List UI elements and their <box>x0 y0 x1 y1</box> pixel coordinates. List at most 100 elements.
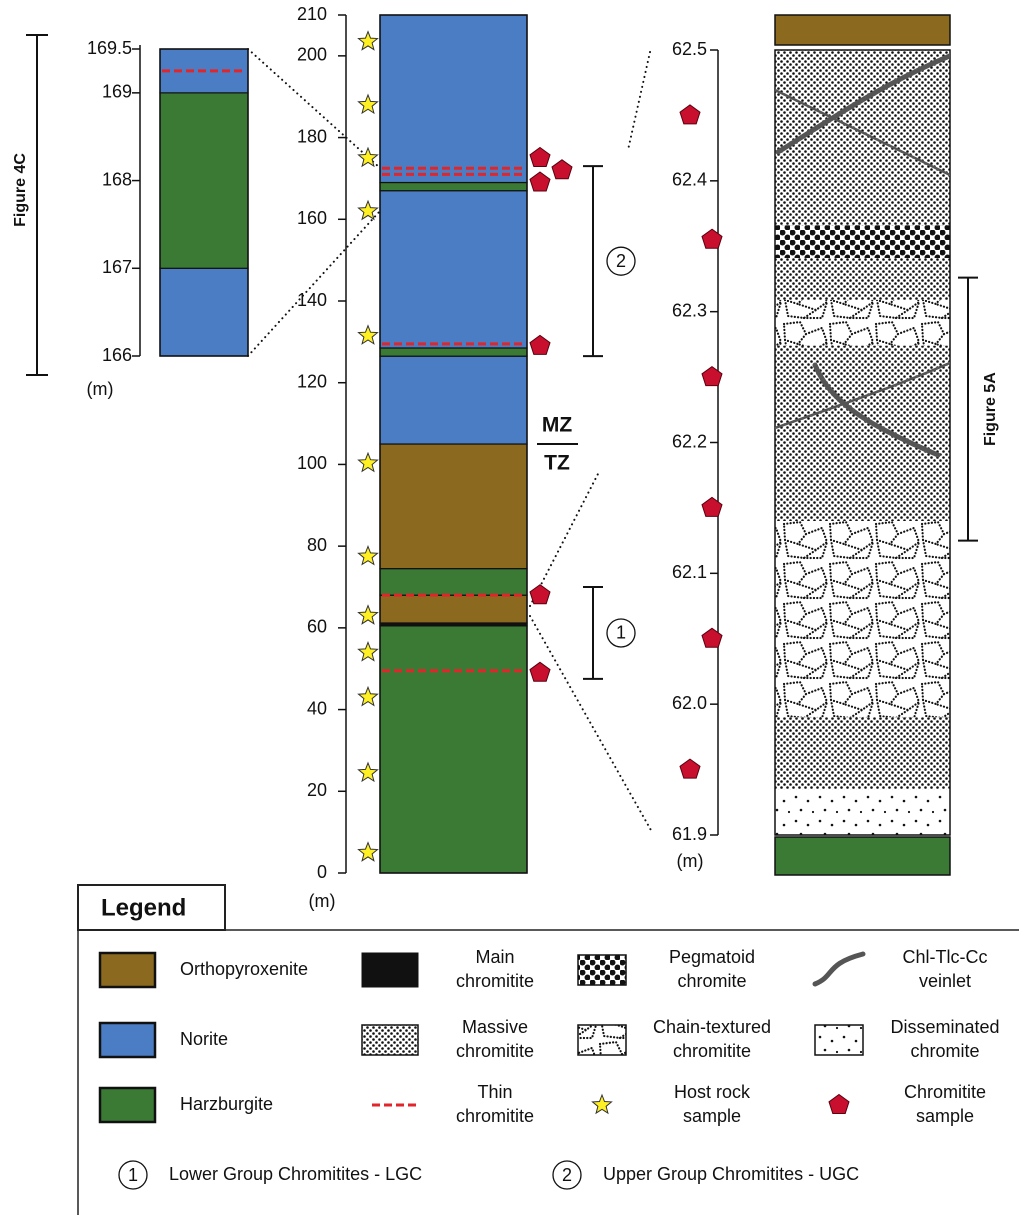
legend-swatch <box>362 953 418 987</box>
y-tick-label: 120 <box>297 371 327 391</box>
layer <box>380 15 527 183</box>
legend-group-number: 2 <box>562 1165 572 1185</box>
legend-swatch <box>100 1088 155 1122</box>
layer <box>380 348 527 356</box>
figure-label: Figure 5A <box>982 372 999 446</box>
texture-zone <box>775 521 950 717</box>
page: {"chart_data": [ {"type": "column", "yli… <box>0 0 1019 1215</box>
texture-zone <box>775 789 950 835</box>
figure-bracket <box>26 35 48 375</box>
host-rock-sample <box>359 642 378 660</box>
legend-label: chromitite <box>673 1041 751 1061</box>
y-tick-label: 62.2 <box>672 431 707 451</box>
host-rock-sample <box>359 453 378 471</box>
legend-swatch <box>100 953 155 987</box>
axis-unit: (m) <box>677 851 704 871</box>
host-rock-sample <box>593 1095 612 1113</box>
y-tick-label: 210 <box>297 4 327 24</box>
host-rock-sample <box>359 546 378 564</box>
legend-swatch <box>362 1025 418 1055</box>
legend-label: Host rock <box>674 1082 751 1102</box>
chromitite-sample <box>530 662 550 681</box>
group-bracket <box>583 587 603 679</box>
legend-label: Harzburgite <box>180 1094 273 1114</box>
texture-zone <box>775 225 950 258</box>
chromitite-sample <box>702 497 722 516</box>
chromitite-sample <box>530 585 550 604</box>
legend-label: Norite <box>180 1029 228 1049</box>
layer <box>380 595 527 623</box>
y-tick-label: 61.9 <box>672 824 707 844</box>
legend-label: Massive <box>462 1017 528 1037</box>
layer <box>380 444 527 569</box>
legend-swatch <box>578 1025 626 1055</box>
cap-top <box>775 15 950 45</box>
layer <box>380 626 527 873</box>
y-tick-label: 62.5 <box>672 39 707 59</box>
host-rock-sample <box>359 763 378 781</box>
legend-label: Main <box>475 947 514 967</box>
host-rock-sample <box>359 32 378 50</box>
zone-lower: TZ <box>544 452 570 475</box>
chromitite-sample <box>702 367 722 386</box>
host-rock-sample <box>359 606 378 624</box>
y-tick-label: 62.3 <box>672 300 707 320</box>
y-tick-label: 62.4 <box>672 170 707 190</box>
y-tick-label: 160 <box>297 208 327 228</box>
y-tick-label: 40 <box>307 698 327 718</box>
y-tick-label: 60 <box>307 617 327 637</box>
legend-label: chromitite <box>456 971 534 991</box>
chromitite-sample <box>680 105 700 124</box>
y-tick-label: 80 <box>307 535 327 555</box>
y-tick-label: 169.5 <box>87 38 132 58</box>
chromitite-sample <box>530 148 550 167</box>
host-rock-sample <box>359 95 378 113</box>
legend-label: Pegmatoid <box>669 947 755 967</box>
chromitite-sample <box>552 160 572 179</box>
cap-bottom <box>775 837 950 875</box>
axis-unit: (m) <box>309 891 336 911</box>
y-tick-label: 140 <box>297 290 327 310</box>
y-tick-label: 100 <box>297 453 327 473</box>
layer <box>380 183 527 191</box>
group-number: 1 <box>616 623 626 643</box>
legend-veinlet <box>815 954 863 984</box>
legend-label: Disseminated <box>890 1017 999 1037</box>
legend-label: sample <box>916 1106 974 1126</box>
layer <box>160 93 248 268</box>
legend-group-number: 1 <box>128 1165 138 1185</box>
figure: 166167168169169.5(m)Figure 4C02040608010… <box>0 0 1019 1215</box>
host-rock-sample <box>359 326 378 344</box>
legend-label: Thin <box>477 1082 512 1102</box>
layer <box>160 268 248 356</box>
legend-label: chromitite <box>456 1106 534 1126</box>
legend-swatch <box>100 1023 155 1057</box>
chromitite-sample <box>829 1095 849 1114</box>
host-rock-sample <box>359 843 378 861</box>
y-tick-label: 169 <box>102 82 132 102</box>
legend-swatch <box>815 1025 863 1055</box>
y-tick-label: 62.1 <box>672 562 707 582</box>
layer <box>380 569 527 596</box>
chromitite-sample <box>702 229 722 248</box>
y-tick-label: 168 <box>102 169 132 189</box>
chromitite-sample <box>530 335 550 354</box>
legend-label: Chain-textured <box>653 1017 771 1037</box>
y-tick-label: 166 <box>102 345 132 365</box>
host-rock-sample <box>359 687 378 705</box>
y-tick-label: 200 <box>297 45 327 65</box>
group-bracket <box>583 166 603 356</box>
y-tick-label: 180 <box>297 126 327 146</box>
y-tick-label: 167 <box>102 257 132 277</box>
legend-label: Chromitite <box>904 1082 986 1102</box>
y-tick-label: 0 <box>317 862 327 882</box>
chromitite-sample <box>530 172 550 191</box>
legend-group-label: Upper Group Chromitites - UGC <box>603 1164 859 1184</box>
figure-bracket <box>958 278 978 541</box>
texture-zone <box>775 300 950 346</box>
group-number: 2 <box>616 251 626 271</box>
legend-swatch <box>578 955 626 985</box>
legend-group-label: Lower Group Chromitites - LGC <box>169 1164 422 1184</box>
legend-title: Legend <box>101 894 186 921</box>
